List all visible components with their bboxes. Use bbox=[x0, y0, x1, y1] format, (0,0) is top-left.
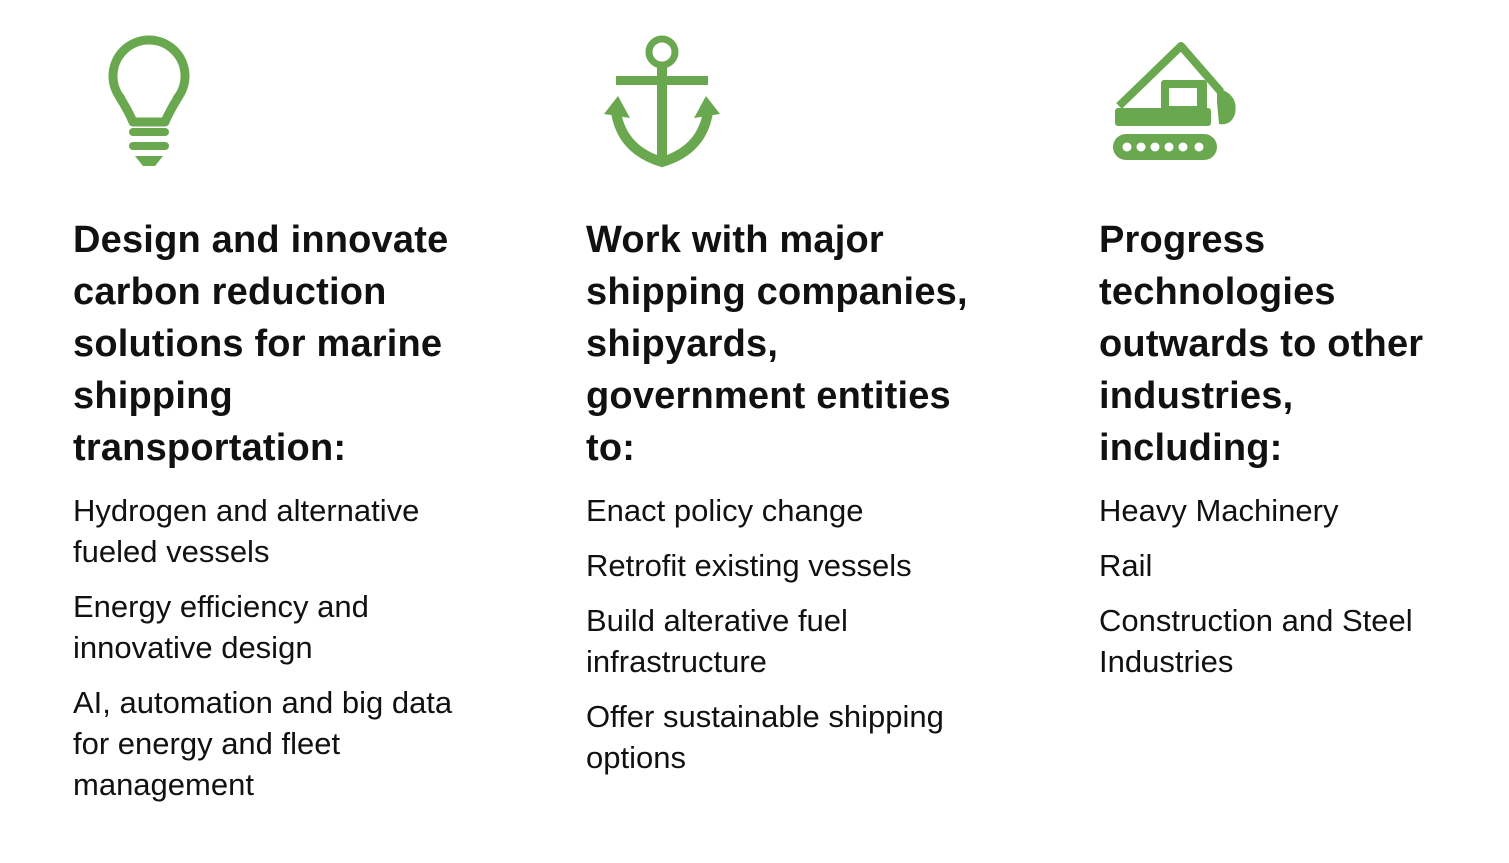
list-item: Hydrogen and alternative fueled vessels bbox=[73, 493, 420, 569]
list-item: AI, automation and big data for energy a… bbox=[73, 685, 453, 802]
column-heading: Progress technologies outwards to other … bbox=[1099, 219, 1424, 469]
list-item: Construction and Steel Industries bbox=[1099, 603, 1413, 679]
item-list: Enact policy change Retrofit existing ve… bbox=[586, 490, 1036, 792]
anchor-icon bbox=[604, 32, 720, 168]
list-item: Build alterative fuel infrastructure bbox=[586, 603, 848, 679]
list-item: Offer sustainable shipping options bbox=[586, 699, 944, 775]
list-item: Enact policy change bbox=[586, 493, 864, 528]
item-list: Heavy Machinery Rail Construction and St… bbox=[1099, 490, 1499, 696]
lightbulb-icon bbox=[105, 32, 195, 172]
item-list: Hydrogen and alternative fueled vessels … bbox=[73, 490, 523, 819]
list-item: Rail bbox=[1099, 548, 1153, 583]
list-item: Heavy Machinery bbox=[1099, 493, 1339, 528]
column-heading: Work with major shipping companies, ship… bbox=[586, 219, 968, 469]
list-item: Energy efficiency and innovative design bbox=[73, 589, 369, 665]
column-heading: Design and innovate carbon reduction sol… bbox=[73, 219, 449, 469]
excavator-icon bbox=[1113, 32, 1239, 162]
list-item: Retrofit existing vessels bbox=[586, 548, 912, 583]
